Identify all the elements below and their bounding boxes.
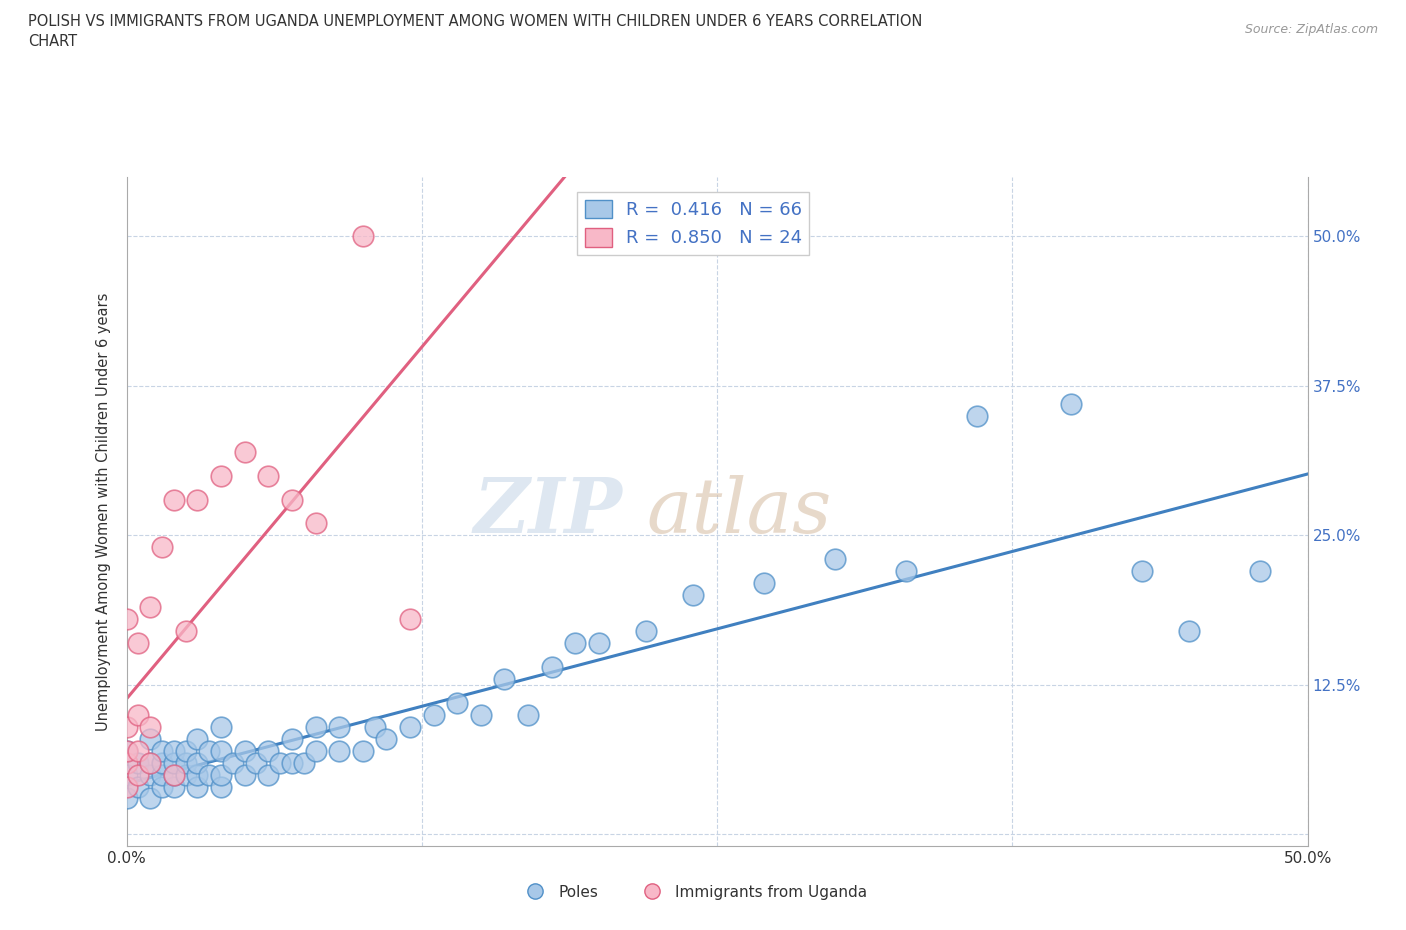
Point (517, 708, 540, 723)
Point (115, 743, 138, 758)
Point (174, 767, 197, 782)
Point (328, 719, 350, 734)
Point (257, 468, 280, 483)
Point (894, 564, 917, 578)
Point (233, 767, 256, 782)
Point (209, 719, 232, 734)
Point (163, 767, 186, 782)
Text: atlas: atlas (647, 474, 831, 549)
Point (150, 743, 173, 758)
Point (174, 755, 197, 770)
Point (163, 755, 186, 770)
Point (1249, 564, 1271, 578)
Text: Source: ZipAtlas.com: Source: ZipAtlas.com (1244, 23, 1378, 36)
Point (682, 588, 704, 603)
Point (281, 731, 304, 746)
Point (115, 743, 138, 758)
Point (352, 229, 374, 244)
Point (186, 755, 208, 770)
Point (127, 779, 149, 794)
Point (257, 767, 280, 782)
Point (174, 743, 197, 758)
Point (209, 767, 232, 782)
Point (198, 767, 221, 782)
Point (257, 743, 280, 758)
Point (540, 659, 562, 674)
Point (186, 767, 208, 782)
Point (115, 791, 138, 806)
Point (163, 492, 186, 507)
Point (588, 635, 610, 650)
Point (150, 540, 173, 555)
Point (328, 743, 350, 758)
Point (470, 708, 492, 723)
Point (292, 755, 315, 770)
Point (115, 719, 138, 734)
Point (115, 779, 138, 794)
Point (375, 731, 398, 746)
Point (636, 624, 658, 639)
Point (139, 767, 162, 782)
Point (115, 755, 138, 770)
Point (163, 767, 186, 782)
Point (446, 696, 468, 711)
Point (139, 719, 162, 734)
Point (966, 408, 988, 423)
Point (422, 708, 444, 723)
Point (233, 743, 256, 758)
Point (127, 708, 149, 723)
Text: POLISH VS IMMIGRANTS FROM UGANDA UNEMPLOYMENT AMONG WOMEN WITH CHILDREN UNDER 6 : POLISH VS IMMIGRANTS FROM UGANDA UNEMPLO… (28, 14, 922, 48)
Point (209, 468, 232, 483)
Point (304, 743, 326, 758)
Point (150, 779, 173, 794)
Point (186, 731, 208, 746)
Point (281, 755, 304, 770)
Point (245, 755, 267, 770)
Point (209, 743, 232, 758)
Point (150, 767, 173, 782)
Point (186, 492, 208, 507)
Point (139, 791, 162, 806)
Point (150, 755, 173, 770)
Point (115, 767, 138, 782)
Point (174, 624, 197, 639)
Point (399, 612, 422, 627)
Text: ZIP: ZIP (474, 474, 623, 549)
Point (281, 492, 304, 507)
Point (222, 755, 245, 770)
Point (399, 719, 422, 734)
Point (352, 743, 374, 758)
Legend: Poles, Immigrants from Uganda: Poles, Immigrants from Uganda (515, 879, 873, 906)
Point (233, 445, 256, 459)
Point (115, 612, 138, 627)
Point (1060, 396, 1083, 411)
Point (127, 635, 149, 650)
Y-axis label: Unemployment Among Women with Children Under 6 years: Unemployment Among Women with Children U… (96, 292, 111, 731)
Point (494, 671, 516, 686)
Point (363, 719, 385, 734)
Point (139, 755, 162, 770)
Point (127, 767, 149, 782)
Point (127, 755, 149, 770)
Point (139, 755, 162, 770)
Point (198, 743, 221, 758)
Point (1130, 564, 1153, 578)
Point (824, 551, 846, 566)
Point (1178, 624, 1201, 639)
Point (564, 635, 586, 650)
Point (163, 743, 186, 758)
Point (304, 719, 326, 734)
Point (754, 576, 776, 591)
Point (139, 600, 162, 615)
Point (304, 516, 326, 531)
Point (127, 743, 149, 758)
Point (163, 779, 186, 794)
Point (139, 731, 162, 746)
Point (209, 779, 232, 794)
Point (186, 779, 208, 794)
Point (269, 755, 291, 770)
